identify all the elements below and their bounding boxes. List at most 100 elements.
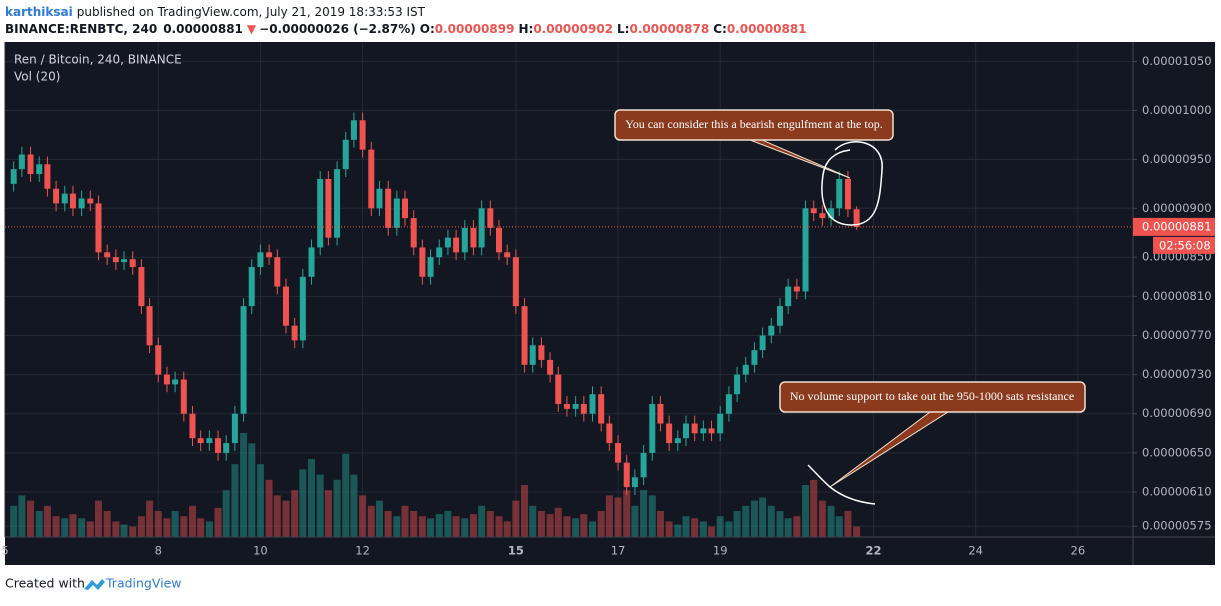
- volume-bar: [767, 505, 775, 537]
- volume-bar: [665, 521, 673, 537]
- candle-body: [189, 413, 196, 439]
- volume-bar: [563, 516, 571, 537]
- volume-bar: [435, 514, 443, 537]
- volume-bar: [35, 511, 43, 537]
- candle-body: [180, 379, 187, 414]
- candle-body: [742, 364, 749, 375]
- volume-bar: [129, 526, 137, 537]
- candle-body: [555, 374, 562, 404]
- volume-bar: [733, 511, 741, 537]
- y-tick-label: 0.00000690: [1142, 406, 1212, 420]
- volume-bar: [197, 518, 205, 537]
- ohlc-label: O:: [420, 22, 435, 36]
- ohlc-label: H:: [518, 22, 533, 36]
- candle-body: [836, 178, 843, 209]
- x-tick-label: 22: [865, 544, 881, 558]
- candle-body: [138, 267, 145, 307]
- legend-volume: Vol (20): [14, 70, 60, 84]
- candle-body: [104, 252, 111, 258]
- x-tick-label: 15: [508, 544, 524, 558]
- chart-background: [5, 42, 1215, 565]
- candle-body: [453, 237, 460, 253]
- candle-body: [844, 178, 851, 210]
- callout-box: [614, 109, 894, 141]
- volume-bar: [248, 443, 256, 537]
- volume-bar: [180, 516, 188, 537]
- callout-box: [779, 381, 1086, 413]
- volume-bar: [94, 500, 102, 537]
- candle-body: [504, 252, 511, 258]
- x-tick-label: 19: [713, 544, 728, 558]
- volume-bar: [265, 479, 273, 537]
- candle-body: [674, 438, 681, 444]
- footer-brand[interactable]: TradingView: [105, 576, 182, 591]
- candle-body: [615, 443, 622, 463]
- candle-body: [734, 374, 741, 395]
- candle-body: [129, 259, 136, 267]
- volume-bar: [120, 524, 128, 537]
- candle-body: [231, 413, 238, 444]
- candle-body: [10, 169, 17, 184]
- candle-body: [223, 443, 230, 453]
- symbol: BINANCE:RENBTC, 240: [5, 22, 157, 36]
- candle-body: [419, 247, 426, 277]
- candle-body: [317, 178, 324, 248]
- volume-bar: [27, 500, 35, 537]
- candle-body: [598, 394, 605, 424]
- volume-bar: [844, 511, 852, 537]
- published: published on TradingView.com, July 21, 2…: [77, 5, 426, 19]
- volume-bar: [342, 453, 350, 537]
- candle-body: [155, 345, 162, 375]
- header-line-2: BINANCE:RENBTC, 240 0.00000881 ▼ −0.0000002…: [5, 22, 807, 36]
- y-tick-label: 0.00001050: [1142, 54, 1212, 68]
- candle-body: [393, 198, 400, 228]
- candle-body: [334, 169, 341, 238]
- volume-bar: [759, 497, 767, 537]
- volume-bar: [240, 433, 248, 537]
- volume-bar: [597, 511, 605, 537]
- ohlc-value: 0.00000878: [629, 22, 709, 36]
- candle-body: [759, 335, 766, 351]
- volume-bar: [154, 511, 162, 537]
- last: 0.00000881: [163, 22, 243, 36]
- candle-body: [717, 413, 724, 434]
- volume-bar: [529, 505, 537, 537]
- candle-body: [402, 198, 409, 219]
- ohlc-value: 0.00000881: [727, 22, 807, 36]
- candle-body: [44, 164, 51, 189]
- x-tick-label: 12: [355, 544, 370, 558]
- volume-bar: [256, 464, 264, 537]
- candle-body: [121, 259, 128, 263]
- change: −0.00000026 (−2.87%): [259, 22, 416, 36]
- volume-bar: [393, 516, 401, 537]
- candle-body: [36, 164, 43, 175]
- candle-body: [725, 394, 732, 414]
- candle-body: [27, 154, 34, 175]
- x-tick-label: 26: [1071, 544, 1086, 558]
- logo: [84, 579, 105, 590]
- candle-body: [427, 257, 434, 277]
- volume-bar: [580, 514, 588, 537]
- candle-body: [385, 188, 392, 228]
- candle-body: [785, 286, 792, 307]
- candle-body: [376, 188, 383, 209]
- candle-body: [470, 227, 477, 248]
- last-price-label: 0.00000881: [1142, 219, 1212, 233]
- volume-bar: [623, 490, 631, 537]
- change-arrow: ▼: [247, 22, 257, 36]
- candle-body: [810, 208, 817, 214]
- volume-bar: [171, 511, 179, 537]
- hand-drawn-circle: [821, 141, 883, 226]
- volume-bar: [818, 500, 826, 537]
- volume-bar: [86, 521, 94, 537]
- candle-body: [291, 325, 298, 341]
- volume-bar: [461, 518, 469, 537]
- candle-body: [87, 198, 94, 204]
- candle-body: [512, 257, 519, 307]
- volume-bar: [146, 500, 154, 537]
- candle-body: [95, 203, 102, 253]
- x-tick-label: 17: [611, 544, 626, 558]
- volume-bar: [78, 518, 86, 537]
